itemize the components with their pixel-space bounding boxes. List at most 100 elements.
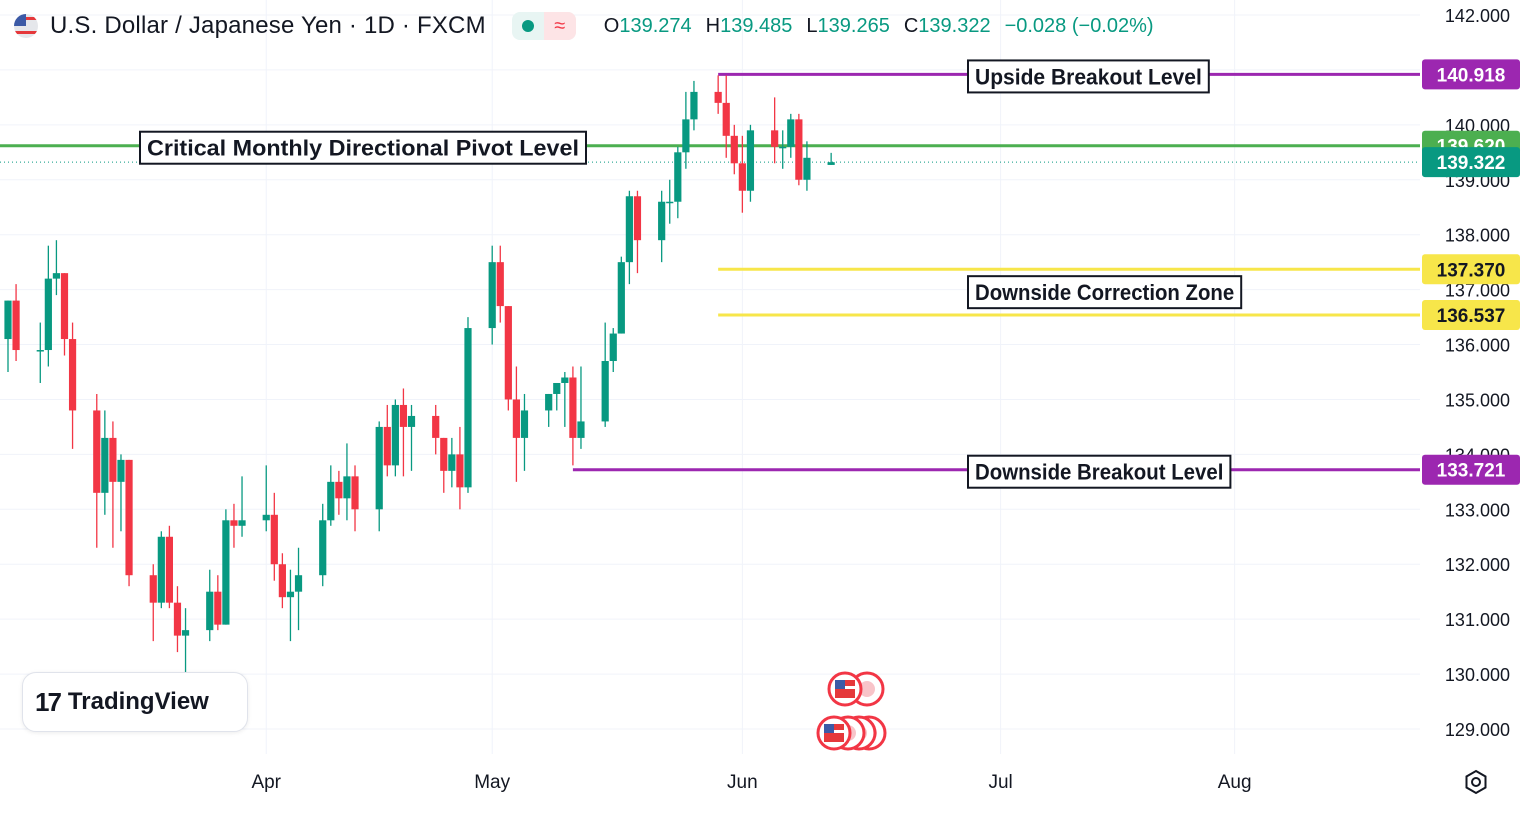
candle[interactable] [496, 245, 504, 323]
candle[interactable] [214, 575, 222, 631]
candle[interactable] [448, 437, 456, 488]
candle[interactable] [36, 322, 44, 383]
time-axis[interactable]: Apr May Jun Jul Aug [251, 772, 1251, 793]
candle[interactable] [730, 124, 738, 175]
economic-event-icon[interactable] [827, 671, 863, 707]
time-tick-label: Apr [251, 772, 281, 793]
label-downside-breakout[interactable]: Downside Breakout Level [967, 454, 1232, 489]
candle[interactable] [440, 437, 448, 493]
candle[interactable] [68, 322, 77, 449]
candle[interactable] [294, 547, 303, 631]
candle[interactable] [262, 465, 270, 532]
candle[interactable] [399, 388, 408, 477]
candle[interactable] [601, 322, 609, 427]
candle[interactable] [464, 317, 472, 493]
candle[interactable] [674, 146, 682, 219]
label-correction-zone[interactable]: Downside Correction Zone [967, 275, 1243, 310]
candle[interactable] [351, 465, 359, 532]
price-badge-corr_lo-bg [1422, 300, 1520, 331]
candle-body [286, 591, 295, 598]
candle[interactable] [173, 586, 182, 653]
candle[interactable] [633, 190, 642, 274]
price-axis[interactable]: 129.000130.000131.000132.000133.000134.0… [1422, 6, 1520, 740]
candle[interactable] [803, 141, 811, 191]
candle[interactable] [714, 75, 722, 114]
settings-icon[interactable] [1462, 768, 1490, 796]
candle[interactable] [771, 97, 779, 164]
label-upside-breakout[interactable]: Upside Breakout Level [967, 59, 1210, 94]
candle[interactable] [432, 404, 440, 455]
candle[interactable] [181, 608, 190, 680]
candle[interactable] [827, 152, 835, 165]
candle[interactable] [407, 404, 416, 471]
candle[interactable] [722, 75, 730, 158]
candle[interactable] [383, 404, 391, 477]
wave-icon[interactable]: ≈ [543, 12, 576, 40]
candle[interactable] [658, 190, 666, 263]
candle[interactable] [149, 564, 157, 642]
status-pill[interactable]: ≈ [511, 12, 576, 40]
candle[interactable] [577, 366, 585, 449]
candle[interactable] [553, 382, 561, 411]
candle-body [294, 575, 303, 592]
candle[interactable] [125, 459, 133, 587]
candle[interactable] [609, 328, 617, 372]
candle[interactable] [230, 503, 238, 548]
candle[interactable] [206, 569, 214, 642]
candle[interactable] [520, 393, 529, 471]
candle[interactable] [561, 372, 569, 427]
candle[interactable] [286, 569, 295, 642]
candle[interactable] [456, 426, 464, 510]
candle[interactable] [335, 470, 343, 515]
price-tick-label: 135.000 [1445, 390, 1510, 410]
economic-event-icon[interactable] [816, 715, 852, 751]
candle[interactable] [93, 393, 101, 548]
candle[interactable] [52, 240, 61, 296]
candle[interactable] [738, 135, 746, 213]
candle[interactable] [666, 179, 674, 224]
label-pivot-level[interactable]: Critical Monthly Directional Pivot Level [139, 130, 587, 165]
candle[interactable] [157, 531, 165, 609]
candle[interactable] [512, 366, 521, 482]
candle[interactable] [617, 256, 625, 334]
candle[interactable] [682, 91, 690, 169]
candle[interactable] [222, 509, 230, 625]
candle[interactable] [117, 454, 125, 532]
candle[interactable] [375, 421, 383, 532]
candle[interactable] [504, 306, 512, 411]
candle-body [795, 119, 803, 180]
candle[interactable] [327, 465, 335, 526]
candle[interactable] [165, 525, 173, 609]
candles[interactable] [4, 75, 835, 680]
tradingview-logo[interactable]: 17 TradingView [22, 672, 248, 732]
candle[interactable] [625, 190, 633, 285]
candle-body [633, 196, 642, 241]
candle[interactable] [690, 80, 698, 131]
candle[interactable] [44, 245, 52, 367]
candle-body [157, 536, 165, 603]
candle[interactable] [319, 503, 327, 587]
candle[interactable] [569, 366, 577, 466]
candle[interactable] [779, 130, 787, 169]
candle[interactable] [12, 284, 20, 362]
candle[interactable] [488, 245, 496, 345]
candle[interactable] [101, 410, 109, 515]
candle[interactable] [60, 273, 69, 356]
candle[interactable] [238, 476, 246, 537]
candle-body [149, 575, 157, 603]
candle[interactable] [391, 399, 399, 477]
candle[interactable] [4, 300, 12, 372]
candle[interactable] [746, 124, 755, 202]
candle[interactable] [787, 113, 795, 158]
candle[interactable] [278, 553, 286, 609]
candle-body [448, 454, 456, 471]
economic-events[interactable] [816, 671, 887, 751]
candle[interactable] [545, 393, 553, 427]
symbol-title[interactable]: U.S. Dollar / Japanese Yen · 1D · FXCM [50, 12, 486, 39]
candle[interactable] [795, 113, 803, 186]
candle[interactable] [270, 492, 278, 581]
candle-body [117, 459, 125, 482]
candle[interactable] [343, 443, 351, 521]
candle[interactable] [109, 421, 117, 548]
